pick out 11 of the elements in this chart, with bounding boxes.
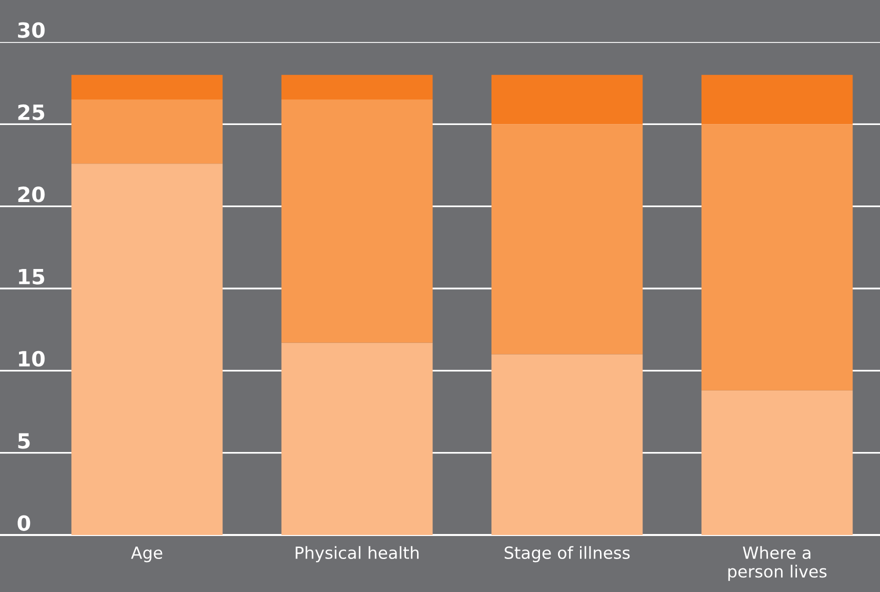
x-tick-label: Where a person lives [728,546,827,581]
y-tick-label: 10 [19,350,45,367]
y-tick-label: 25 [18,104,44,120]
y-tick-label: 20 [18,186,45,202]
x-tick-label: Age [131,546,162,562]
x-tick-label: Physical health [296,546,419,562]
y-tick-label: 0 [18,515,30,531]
y-tick-label: 30 [18,22,45,38]
y-tick-label: 5 [18,433,30,449]
x-tick-label: Stage of illness [504,546,630,562]
y-tick-label: 15 [19,268,44,284]
